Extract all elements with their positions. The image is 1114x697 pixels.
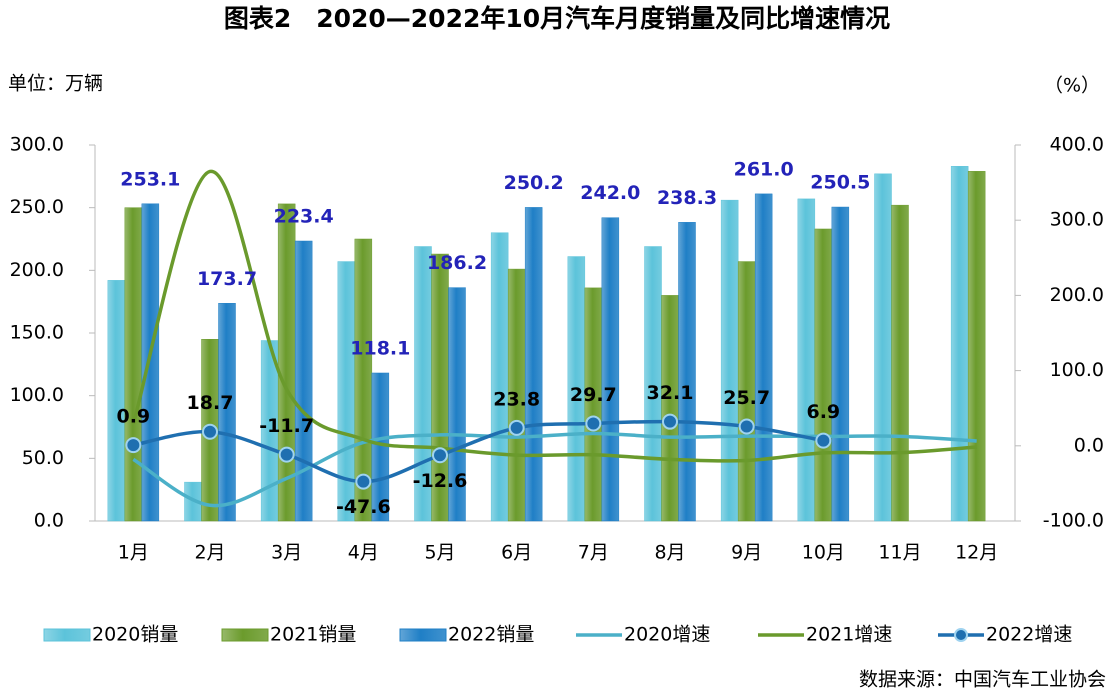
line-value-label: 29.7: [570, 384, 617, 406]
x-tick-label: 11月: [878, 542, 921, 564]
line-marker: [815, 432, 832, 449]
legend-label: 2022增速: [986, 624, 1072, 646]
line-marker: [355, 473, 372, 490]
bar: [124, 207, 143, 522]
line-value-label: 23.8: [493, 388, 540, 410]
bar-value-label: 250.2: [504, 172, 564, 194]
source-note: 数据来源：中国汽车工业协会: [859, 669, 1106, 691]
bar: [277, 203, 296, 522]
y-tick-label: 250.0: [10, 196, 64, 218]
x-tick-label: 8月: [654, 542, 685, 564]
bar: [490, 232, 509, 522]
y-tick-label: 100.0: [10, 384, 64, 406]
bar-value-label: 250.5: [810, 172, 870, 194]
line: [131, 169, 977, 463]
chart-title: 图表2 2020—2022年10月汽车月度销量及同比增速情况: [224, 4, 890, 33]
bar-value-label: 118.1: [350, 337, 410, 359]
bar-value-label: 173.7: [197, 268, 257, 290]
line-value-label: 25.7: [723, 387, 770, 409]
line-value-label: -12.6: [413, 470, 468, 492]
line-marker: [738, 418, 755, 435]
line-value-label: 18.7: [187, 392, 234, 414]
bar: [107, 280, 126, 522]
line-marker: [125, 437, 142, 454]
legend-label: 2020增速: [624, 624, 710, 646]
bar: [950, 166, 969, 522]
line-marker: [585, 415, 602, 432]
y-tick-label: 0.0: [34, 510, 64, 532]
bar: [754, 193, 773, 522]
y2-axis-label: （%）: [1044, 75, 1100, 97]
x-tick-label: 3月: [271, 542, 302, 564]
y2-tick-label: 0.0: [1074, 434, 1104, 456]
bar: [967, 171, 986, 522]
bar: [891, 204, 909, 522]
line-value-label: 0.9: [116, 406, 150, 428]
bar-value-label: 261.0: [734, 158, 794, 180]
line-marker: [202, 423, 218, 440]
legend-label: 2022销量: [448, 624, 534, 646]
y-axis-label: 单位：万辆: [8, 73, 103, 95]
x-tick-label: 5月: [424, 542, 455, 564]
bar: [661, 295, 679, 522]
bar-value-label: 238.3: [657, 187, 717, 209]
legend-label: 2020销量: [92, 624, 178, 646]
bar: [601, 217, 620, 522]
line-value-label: -47.6: [336, 496, 391, 518]
legend-swatch: [399, 628, 447, 642]
line-marker: [662, 413, 678, 430]
line: [133, 419, 824, 484]
bar-value-label: 253.1: [120, 168, 180, 190]
legend-marker: [954, 628, 968, 642]
bar: [294, 240, 313, 522]
bar: [448, 287, 466, 522]
line-value-label: 32.1: [647, 382, 694, 404]
bar: [720, 199, 739, 522]
y2-tick-label: 300.0: [1050, 209, 1104, 231]
bar-value-label: 186.2: [427, 252, 487, 274]
y2-tick-label: 200.0: [1050, 284, 1104, 306]
legend-label: 2021增速: [806, 624, 892, 646]
line-value-label: 6.9: [806, 401, 840, 423]
bar: [678, 222, 696, 522]
line-marker: [278, 446, 295, 463]
bar-value-label: 242.0: [580, 182, 640, 204]
bar-value-label: 223.4: [274, 206, 334, 228]
x-tick-label: 4月: [348, 542, 379, 564]
y-tick-label: 50.0: [22, 447, 64, 469]
x-tick-label: 6月: [501, 542, 532, 564]
y2-tick-label: 100.0: [1050, 359, 1104, 381]
x-tick-label: 2月: [194, 542, 225, 564]
x-tick-label: 7月: [578, 542, 609, 564]
y-tick-label: 150.0: [10, 322, 64, 344]
x-tick-label: 1月: [118, 542, 149, 564]
line-marker: [508, 419, 525, 436]
y-tick-label: 200.0: [10, 259, 64, 281]
x-tick-label: 12月: [955, 542, 998, 564]
y-tick-label: 300.0: [10, 134, 64, 156]
legend-swatch: [221, 628, 269, 642]
x-tick-label: 9月: [731, 542, 762, 564]
bar: [797, 198, 816, 522]
y2-tick-label: 400.0: [1050, 134, 1104, 156]
bar: [874, 173, 892, 522]
y2-tick-label: -100.0: [1043, 510, 1104, 532]
bar: [524, 207, 543, 522]
bar: [831, 206, 850, 522]
bar: [218, 303, 236, 522]
line-value-label: -11.7: [259, 415, 314, 437]
line-marker: [432, 447, 448, 464]
x-tick-label: 10月: [802, 542, 845, 564]
legend-swatch: [43, 628, 91, 642]
bar: [814, 228, 833, 522]
legend-label: 2021销量: [270, 624, 356, 646]
